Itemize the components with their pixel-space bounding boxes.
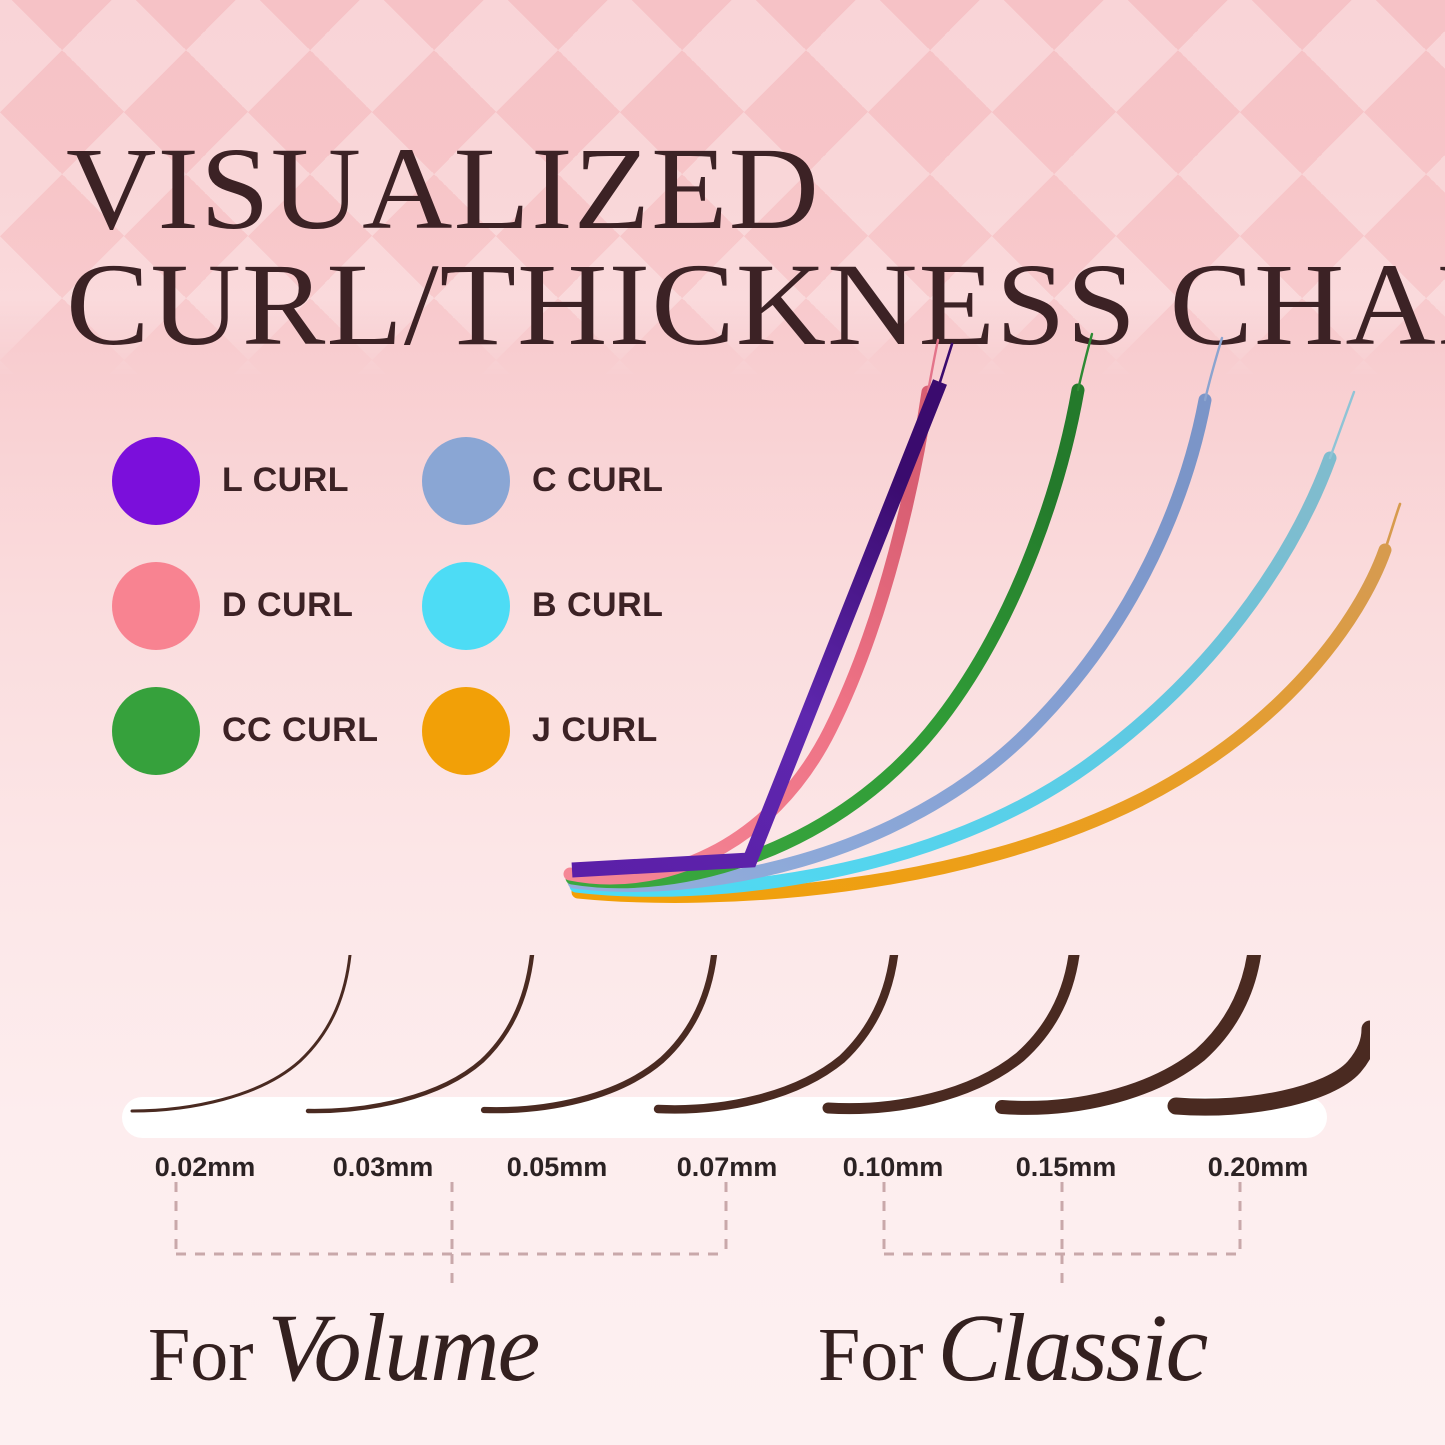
thickness-label-3: 0.07mm: [676, 1152, 778, 1182]
legend-row: D CURL B CURL: [112, 543, 732, 668]
classic-bracket: [882, 1182, 1242, 1288]
title-line-2: CURL/THICKNESS CHART: [66, 238, 1445, 370]
thickness-label-5: 0.15mm: [1015, 1152, 1117, 1182]
lash-0-10mm: [822, 955, 1080, 1115]
page-title: VISUALIZED CURL/THICKNESS CHART: [66, 123, 1445, 370]
legend-label-d-curl: D CURL: [222, 586, 354, 624]
legend-item-b-curl[interactable]: B CURL: [422, 561, 732, 650]
legend-label-j-curl: J CURL: [532, 711, 658, 749]
lash-0-02mm: [130, 955, 352, 1113]
curl-legend: L CURL C CURL D CURL B CURL CC CURL: [112, 418, 732, 793]
color-swatch-l-curl: [112, 436, 200, 525]
legend-item-j-curl[interactable]: J CURL: [422, 686, 732, 775]
for-volume-caption: For Volume: [148, 1300, 540, 1397]
thickness-label-6: 0.20mm: [1207, 1152, 1309, 1182]
curl-path-c: [567, 336, 1224, 892]
legend-row: L CURL C CURL: [112, 418, 732, 543]
lash-thickness-row: [130, 955, 1370, 1116]
lash-0-07mm: [653, 955, 899, 1114]
title-line-1: VISUALIZED: [66, 123, 821, 255]
grouping-brackets: [174, 1182, 1242, 1288]
thickness-label-2: 0.05mm: [506, 1152, 608, 1182]
curl-path-d: [563, 338, 940, 885]
color-swatch-j-curl: [422, 686, 510, 775]
thickness-label-1: 0.03mm: [332, 1152, 434, 1182]
curl-path-j: [571, 502, 1402, 903]
legend-row: CC CURL J CURL: [112, 668, 732, 793]
lash-0-20mm: [1167, 1020, 1370, 1116]
legend-label-cc-curl: CC CURL: [222, 711, 379, 749]
color-swatch-b-curl: [422, 561, 510, 650]
legend-item-l-curl[interactable]: L CURL: [112, 436, 422, 525]
thickness-label-0: 0.02mm: [154, 1152, 256, 1182]
for-classic-caption: For Classic: [818, 1300, 1208, 1397]
legend-label-c-curl: C CURL: [532, 461, 664, 499]
curl-path-cc: [565, 332, 1094, 889]
color-swatch-c-curl: [422, 436, 510, 525]
volume-bracket: [174, 1182, 728, 1288]
curl-comparison-diagram: [563, 332, 1402, 903]
for-volume-prefix: For: [148, 1313, 254, 1397]
legend-label-b-curl: B CURL: [532, 586, 664, 624]
for-classic-script: Classic: [937, 1294, 1209, 1401]
for-classic-prefix: For: [818, 1313, 924, 1397]
for-volume-script: Volume: [267, 1294, 541, 1401]
lash-0-05mm: [480, 955, 718, 1114]
legend-item-d-curl[interactable]: D CURL: [112, 561, 422, 650]
color-swatch-d-curl: [112, 561, 200, 650]
lash-0-15mm: [995, 955, 1261, 1115]
legend-item-c-curl[interactable]: C CURL: [422, 436, 732, 525]
curl-path-b: [569, 390, 1356, 897]
curl-path-l: [571, 342, 954, 878]
legend-label-l-curl: L CURL: [222, 461, 350, 499]
color-swatch-cc-curl: [112, 686, 200, 775]
lash-0-03mm: [305, 955, 535, 1114]
thickness-label-4: 0.10mm: [842, 1152, 944, 1182]
legend-item-cc-curl[interactable]: CC CURL: [112, 686, 422, 775]
